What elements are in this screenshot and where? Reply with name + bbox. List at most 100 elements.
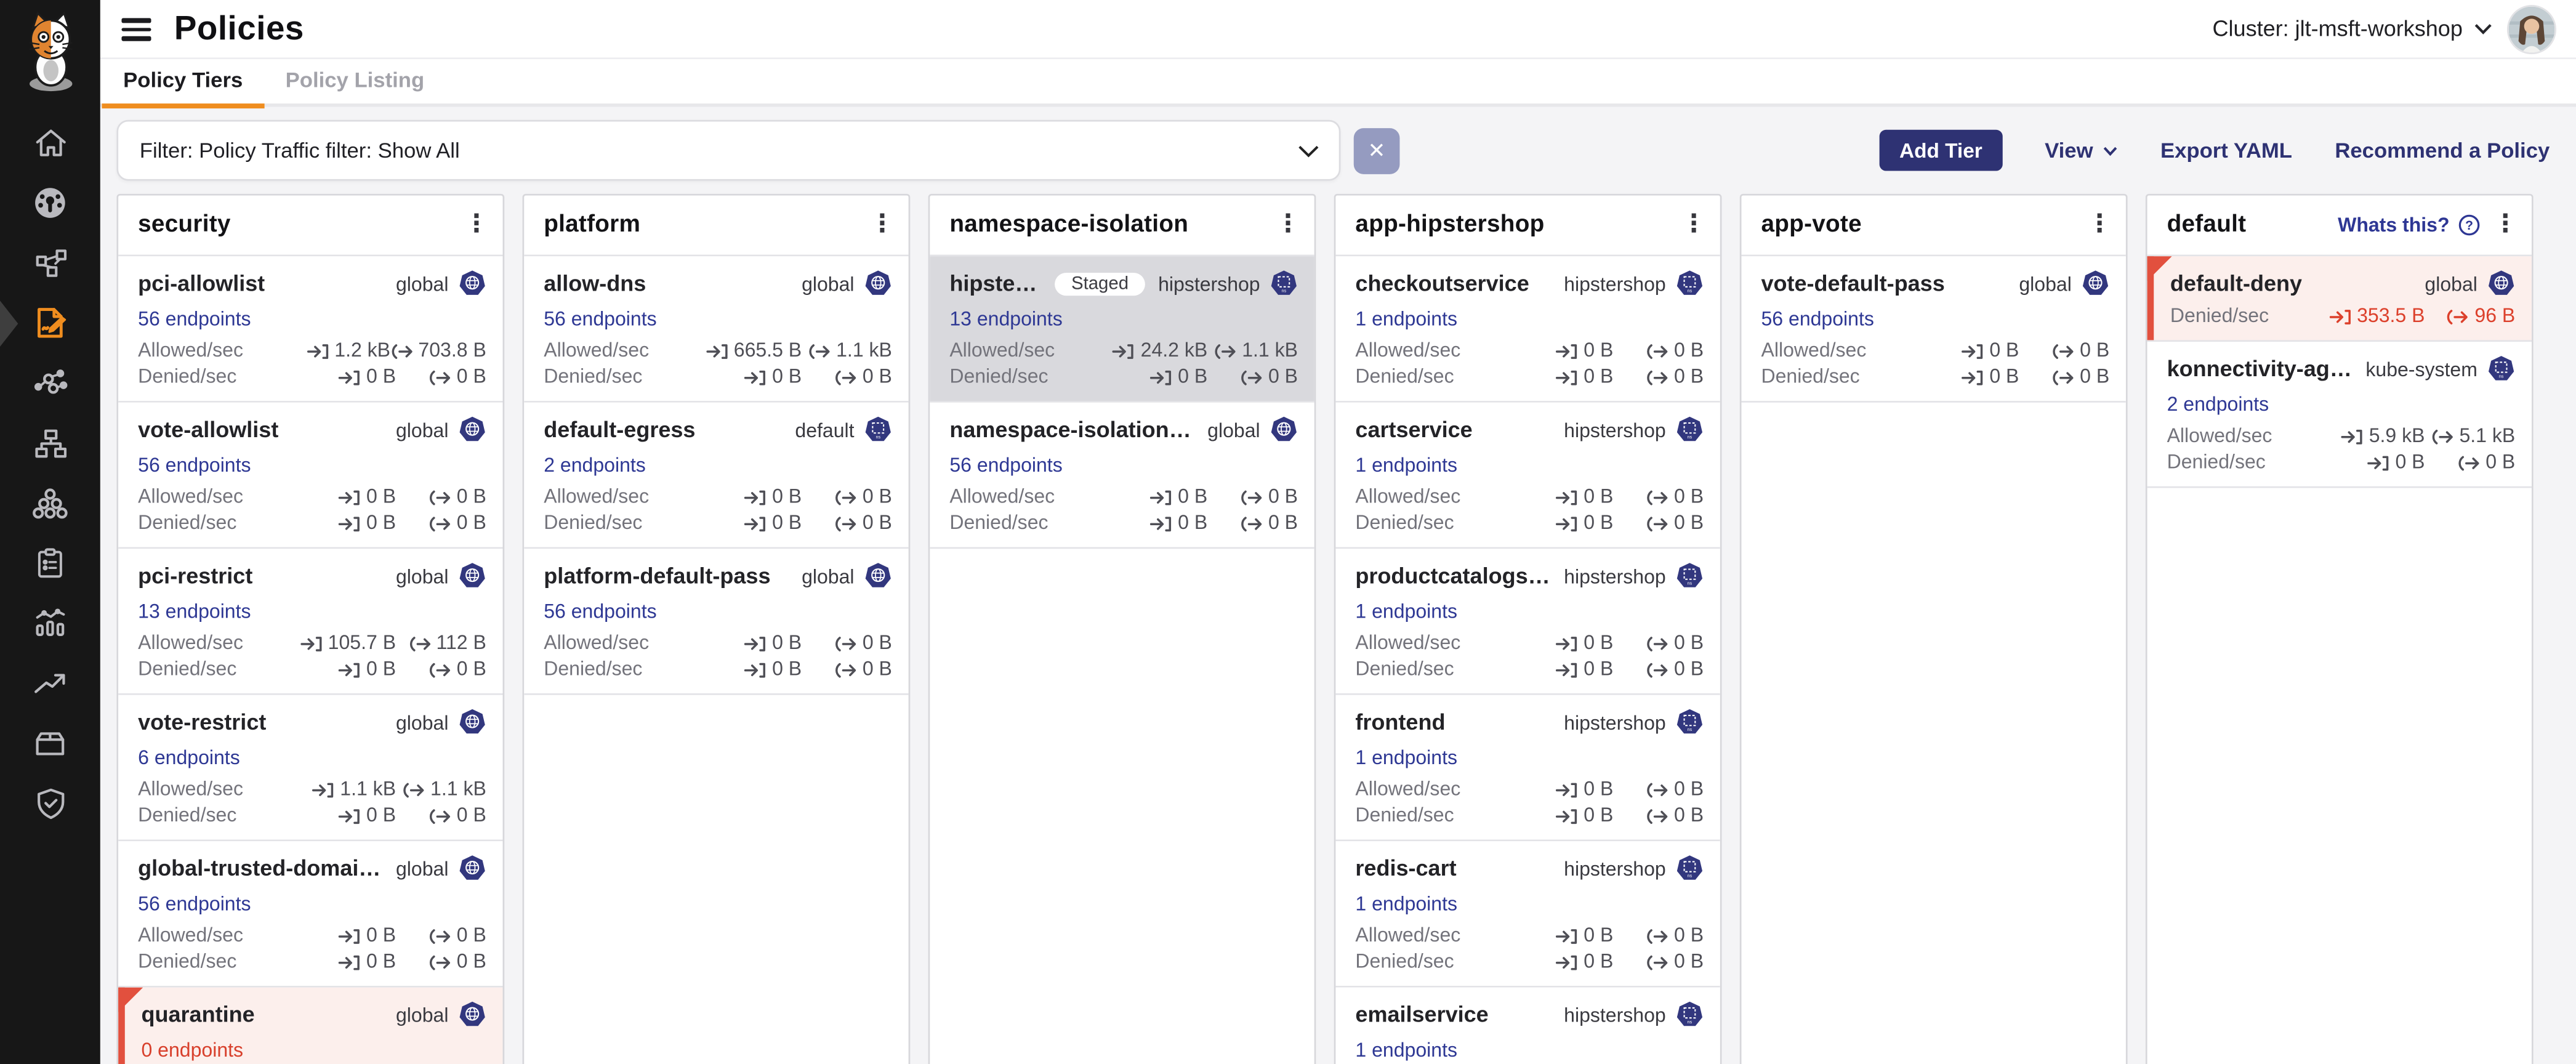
sidebar-nav	[0, 113, 100, 833]
stat-label: Allowed/sec	[1355, 631, 1461, 655]
export-yaml-button[interactable]: Export YAML	[2160, 138, 2292, 163]
sidebar-item-home[interactable]	[0, 113, 100, 173]
global-scope-icon	[459, 1001, 485, 1026]
endpoints-link[interactable]: 56 endpoints	[138, 892, 251, 916]
tier-menu-icon[interactable]: ⋮	[1275, 210, 1301, 238]
tab-policy-listing[interactable]: Policy Listing	[285, 67, 425, 92]
sidebar-item-flow-visualizations[interactable]	[0, 353, 100, 413]
policy-card-global-trusted-domains[interactable]: global-trusted-domains global 56 endpoin…	[118, 841, 503, 988]
endpoints-link[interactable]: 56 endpoints	[138, 453, 251, 477]
sidebar-item-timeline-metrics[interactable]	[0, 593, 100, 653]
tier-cards: pci-allowlist global 56 endpoints Allowe…	[118, 256, 503, 1064]
policy-card-platform-default-pass[interactable]: platform-default-pass global 56 endpoint…	[524, 549, 909, 695]
sidebar-item-activity-trends[interactable]	[0, 653, 100, 713]
endpoints-link[interactable]: 56 endpoints	[544, 599, 657, 623]
traffic-stat-row: Denied/sec 353.5 B 96 B	[2170, 304, 2515, 327]
policy-name: emailservice	[1355, 1002, 1489, 1027]
sidebar-item-image-assurance[interactable]	[0, 713, 100, 773]
endpoints-link[interactable]: 56 endpoints	[138, 307, 251, 331]
ingress-icon	[1149, 490, 1172, 505]
policy-card-vote-allowlist[interactable]: vote-allowlist global 56 endpoints Allow…	[118, 402, 503, 549]
endpoints-link[interactable]: 56 endpoints	[1761, 307, 1874, 331]
namespace-scope-icon: ns	[1676, 1001, 1703, 1026]
tier-menu-icon[interactable]: ⋮	[1681, 210, 1707, 238]
egress-icon	[1647, 515, 1668, 531]
sidebar-item-threat-defense[interactable]	[0, 773, 100, 832]
tier-menu-icon[interactable]: ⋮	[2087, 210, 2112, 238]
global-scope-icon	[459, 855, 485, 880]
stat-in-value: 0 B	[1584, 631, 1614, 655]
recommend-policy-button[interactable]: Recommend a Policy	[2335, 138, 2550, 163]
policy-card-hipstershop-gh[interactable]: hipstershop-gh… Staged hipstershop ns 13…	[930, 256, 1314, 403]
user-avatar[interactable]	[2506, 4, 2556, 54]
policy-card-allow-dns[interactable]: allow-dns global 56 endpoints Allowed/se…	[524, 256, 909, 403]
stat-out-value: 0 B	[1674, 510, 1704, 534]
add-tier-button[interactable]: Add Tier	[1880, 129, 2002, 171]
sidebar-item-dashboard[interactable]	[0, 174, 100, 233]
traffic-stat-row: Allowed/sec 0 B 0 B	[1355, 631, 1704, 654]
policy-card-pci-allowlist[interactable]: pci-allowlist global 56 endpoints Allowe…	[118, 256, 503, 403]
endpoints-link[interactable]: 0 endpoints	[141, 1038, 244, 1062]
stat-out-value: 0 B	[862, 365, 892, 388]
ingress-icon	[338, 369, 360, 385]
endpoints-link[interactable]: 56 endpoints	[949, 453, 1063, 477]
view-menu-button[interactable]: View	[2045, 138, 2117, 163]
clear-filter-button[interactable]: ✕	[1353, 127, 1400, 174]
policy-card-default-egress[interactable]: default-egress default ns 2 endpoints Al…	[524, 402, 909, 549]
endpoints-link[interactable]: 56 endpoints	[544, 307, 657, 331]
policy-card-namespace-isolation-default-p[interactable]: namespace-isolation-default-p… global 56…	[930, 402, 1314, 549]
endpoints-link[interactable]: 1 endpoints	[1355, 453, 1458, 477]
ingress-icon	[1555, 782, 1577, 797]
policy-card-emailservice[interactable]: emailservice hipstershop ns 1 endpoints …	[1335, 987, 1720, 1064]
egress-icon	[1215, 343, 1236, 358]
endpoints-link[interactable]: 1 endpoints	[1355, 746, 1458, 769]
policy-card-vote-restrict[interactable]: vote-restrict global 6 endpoints Allowed…	[118, 695, 503, 842]
sidebar-item-policies[interactable]	[0, 293, 100, 353]
stat-out-value: 0 B	[1674, 338, 1704, 362]
policy-card-vote-default-pass[interactable]: vote-default-pass global 56 endpoints Al…	[1741, 256, 2126, 403]
calico-cat-logo[interactable]	[12, 8, 88, 94]
sidebar-item-network-topology[interactable]	[0, 413, 100, 473]
endpoints-link[interactable]: 13 endpoints	[949, 307, 1063, 331]
ingress-icon	[1555, 954, 1577, 970]
stat-out-value: 112 B	[436, 631, 486, 655]
cluster-selector[interactable]: Cluster: jlt-msft-workshop	[2213, 17, 2492, 41]
policy-card-redis-cart[interactable]: redis-cart hipstershop ns 1 endpoints Al…	[1335, 841, 1720, 988]
policy-scope: global	[395, 564, 449, 587]
policy-filter-dropdown[interactable]: Filter: Policy Traffic filter: Show All	[116, 119, 1341, 181]
stat-out-value: 1.1 kB	[836, 338, 892, 362]
policy-card-frontend[interactable]: frontend hipstershop ns 1 endpoints Allo…	[1335, 695, 1720, 842]
menu-toggle-icon[interactable]	[121, 18, 151, 41]
sidebar-item-service-graph[interactable]	[0, 233, 100, 293]
endpoints-link[interactable]: 1 endpoints	[1355, 307, 1458, 331]
policy-card-konnectivity-agent[interactable]: konnectivity-agent kube-system ns 2 endp…	[2147, 342, 2532, 488]
sidebar-item-compliance-reports[interactable]	[0, 533, 100, 593]
policy-card-pci-restrict[interactable]: pci-restrict global 13 endpoints Allowed…	[118, 549, 503, 695]
tier-menu-icon[interactable]: ⋮	[464, 210, 489, 238]
sidebar-item-workloads[interactable]	[0, 473, 100, 533]
whats-this-link[interactable]: Whats this??	[2338, 214, 2481, 236]
tier-menu-icon[interactable]: ⋮	[869, 210, 895, 238]
ingress-icon	[1555, 808, 1577, 823]
endpoints-link[interactable]: 6 endpoints	[138, 746, 240, 769]
endpoints-link[interactable]: 1 endpoints	[1355, 599, 1458, 623]
policy-card-quarantine[interactable]: quarantine global 0 endpoints	[118, 987, 503, 1064]
policy-card-checkoutservice[interactable]: checkoutservice hipstershop ns 1 endpoin…	[1335, 256, 1720, 403]
stat-in-value: 105.7 B	[328, 631, 396, 655]
endpoints-link[interactable]: 1 endpoints	[1355, 1038, 1458, 1062]
policy-card-cartservice[interactable]: cartservice hipstershop ns 1 endpoints A…	[1335, 402, 1720, 549]
tab-policy-tiers[interactable]: Policy Tiers	[102, 59, 264, 108]
stat-label: Allowed/sec	[138, 338, 244, 362]
ingress-icon	[1149, 515, 1172, 531]
egress-icon	[1647, 928, 1668, 943]
stat-out-value: 0 B	[862, 657, 892, 680]
policy-card-productcatalogservice[interactable]: productcatalogservice hipstershop ns 1 e…	[1335, 549, 1720, 695]
endpoints-link[interactable]: 2 endpoints	[544, 453, 646, 477]
svg-text:?: ?	[2465, 219, 2473, 233]
tier-menu-icon[interactable]: ⋮	[2493, 210, 2518, 238]
endpoints-link[interactable]: 1 endpoints	[1355, 892, 1458, 916]
tier-header: app-hipstershop ⋮	[1335, 196, 1720, 257]
endpoints-link[interactable]: 13 endpoints	[138, 599, 251, 623]
endpoints-link[interactable]: 2 endpoints	[2167, 392, 2269, 416]
policy-card-default-deny[interactable]: default-deny global Denied/sec 353.5 B 9…	[2147, 256, 2532, 342]
